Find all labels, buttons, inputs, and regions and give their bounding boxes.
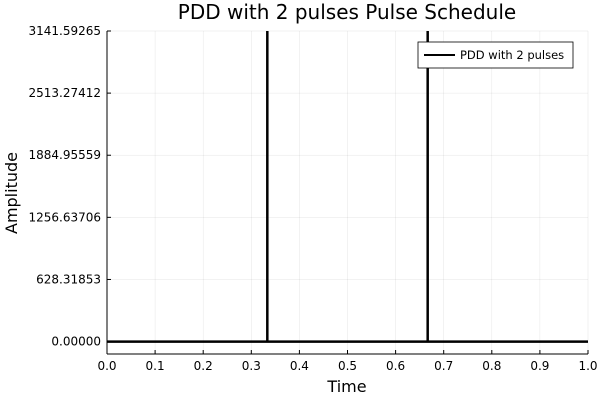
y-tick-label: 0.00000: [51, 335, 101, 349]
x-tick-label: 1.0: [578, 359, 597, 373]
series-layer: [107, 31, 588, 343]
y-tick-label: 1884.95559: [28, 148, 101, 162]
legend: PDD with 2 pulses: [417, 41, 574, 69]
y-axis-label: Amplitude: [2, 152, 21, 234]
x-tick-label: 0.2: [194, 359, 213, 373]
chart-title: PDD with 2 pulses Pulse Schedule: [178, 0, 516, 24]
x-axis-ticks: 0.0 0.1 0.2 0.3 0.4 0.5 0.6 0.7 0.8 0.9 1.0: [97, 350, 598, 373]
y-axis-ticks: 0.00000 628.31853 1256.63706 1884.95559 2513…: [28, 24, 111, 349]
y-tick-label: 1256.63706: [28, 210, 101, 224]
legend-label: PDD with 2 pulses: [460, 48, 564, 62]
x-tick-label: 0.9: [530, 359, 549, 373]
x-tick-label: 0.7: [434, 359, 453, 373]
x-tick-label: 0.6: [386, 359, 405, 373]
x-tick-label: 0.3: [242, 359, 261, 373]
x-tick-label: 0.0: [97, 359, 116, 373]
y-tick-label: 628.31853: [36, 272, 101, 286]
grid: [106, 30, 589, 354]
y-tick-label: 2513.27412: [28, 86, 101, 100]
x-tick-label: 0.8: [482, 359, 501, 373]
y-tick-label: 3141.59265: [28, 24, 101, 38]
x-axis-label: Time: [326, 377, 366, 396]
x-tick-label: 0.1: [146, 359, 165, 373]
x-tick-label: 0.5: [338, 359, 357, 373]
series-line: [107, 31, 588, 343]
x-tick-label: 0.4: [290, 359, 309, 373]
